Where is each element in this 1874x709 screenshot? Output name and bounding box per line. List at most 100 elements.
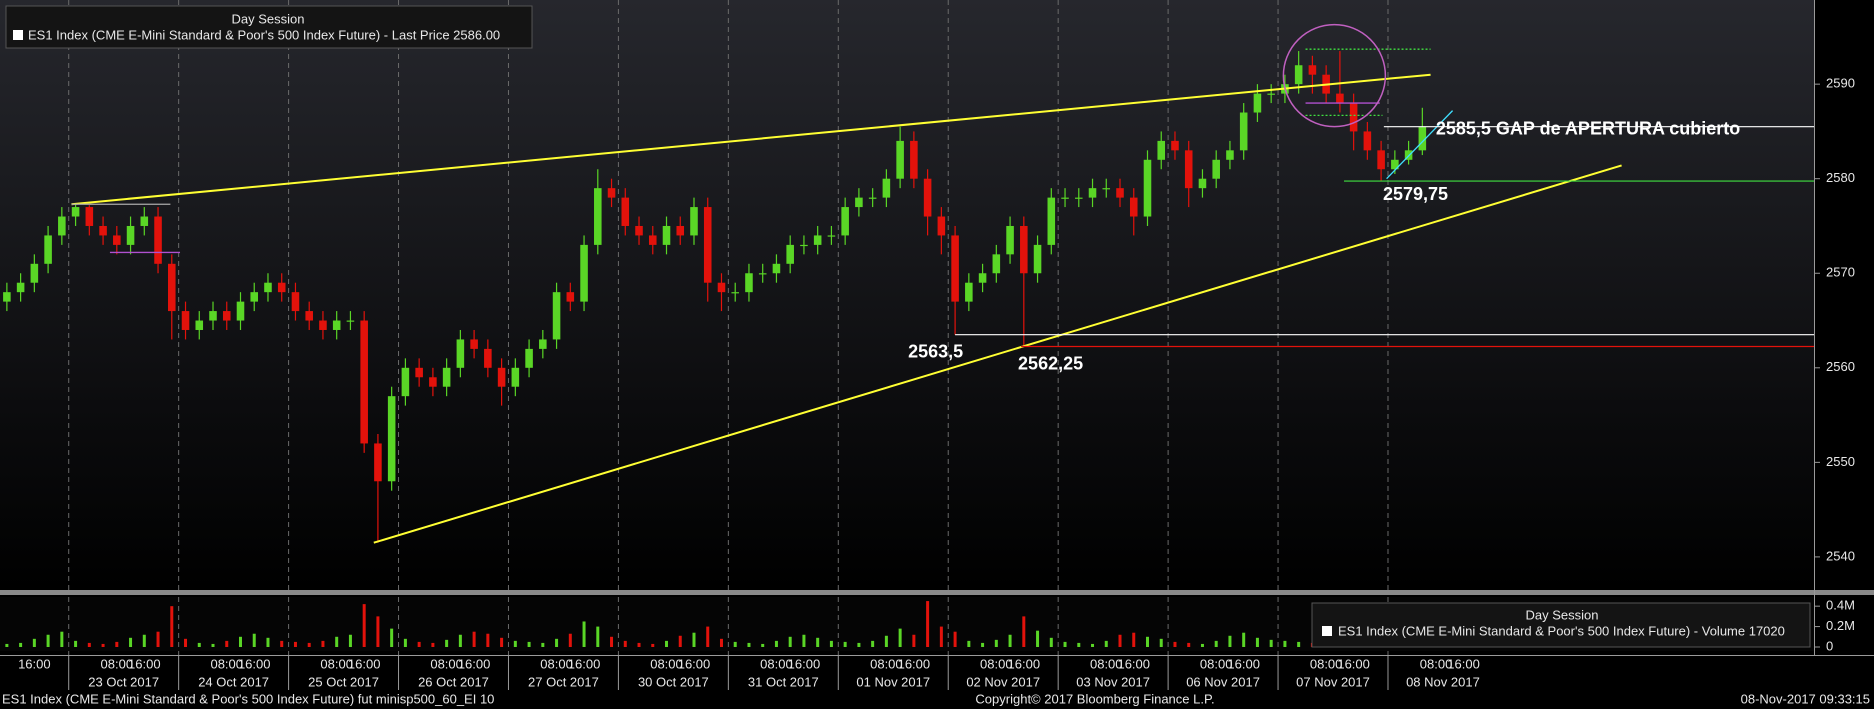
volume-bar <box>307 642 311 647</box>
time-label: 08:00 <box>1200 656 1233 671</box>
candle-body <box>264 282 272 293</box>
legend-swatch <box>13 30 23 40</box>
candle-body <box>951 235 959 302</box>
volume-bar <box>816 637 820 647</box>
volume-bar <box>774 640 778 647</box>
volume-tick-label: 0 <box>1826 638 1833 653</box>
candle-body <box>772 263 781 274</box>
time-label: 16:00 <box>1337 656 1370 671</box>
volume-bar <box>1118 634 1122 647</box>
legend: Day Session ES1 Index (CME E-Mini Standa… <box>5 5 533 49</box>
candle-body <box>1157 140 1166 160</box>
volume-bar <box>1145 636 1149 647</box>
time-label: 16:00 <box>568 656 601 671</box>
volume-bar <box>348 634 352 647</box>
date-label: 30 Oct 2017 <box>638 674 709 689</box>
volume-bar <box>1269 639 1273 647</box>
candle-body <box>387 396 396 482</box>
volume-bar <box>472 631 476 647</box>
volume-bar <box>142 634 146 647</box>
volume-bar <box>74 640 78 647</box>
candle-body <box>525 348 533 368</box>
volume-legend: Day Session ES1 Index (CME E-Mini Standa… <box>1311 602 1811 648</box>
volume-bar <box>156 631 160 647</box>
candle-body <box>703 207 712 283</box>
volume-legend-box <box>1311 602 1811 648</box>
date-label: 03 Nov 2017 <box>1076 674 1150 689</box>
time-label: 16:00 <box>898 656 931 671</box>
candle-body <box>1129 197 1138 217</box>
volume-bar <box>610 636 614 647</box>
volume-bar <box>871 640 875 647</box>
candle-body <box>415 367 423 378</box>
candle-body <box>1226 150 1234 160</box>
date-label: 01 Nov 2017 <box>856 674 930 689</box>
candle-body <box>1033 244 1042 274</box>
candle-body <box>1294 65 1303 85</box>
volume-legend-text: ES1 Index (CME E-Mini Standard & Poor's … <box>1338 623 1785 638</box>
volume-bar <box>46 634 50 647</box>
time-label: 08:00 <box>650 656 683 671</box>
candle-body <box>484 348 492 368</box>
candle-body <box>30 263 39 283</box>
volume-bar <box>445 639 449 647</box>
candle-body <box>1061 197 1069 199</box>
candle-body <box>676 225 685 236</box>
volume-bar <box>1214 640 1218 647</box>
volume-bar <box>857 642 861 647</box>
candle-body <box>1336 93 1344 104</box>
volume-bar <box>184 638 188 647</box>
volume-legend-session: Day Session <box>1526 607 1599 622</box>
y-tick-label: 2590 <box>1826 76 1855 91</box>
volume-bar <box>87 642 91 647</box>
y-tick-label: 2560 <box>1826 359 1855 374</box>
panel-separator <box>0 590 1874 595</box>
candle-body <box>470 339 478 349</box>
volume-bar <box>829 640 833 647</box>
time-label: 08:00 <box>210 656 243 671</box>
candle-body <box>456 339 465 368</box>
candle-body <box>140 216 149 226</box>
volume-bar <box>225 640 229 647</box>
volume-bar <box>60 631 64 647</box>
candle-body <box>937 216 946 236</box>
volume-bar <box>541 642 545 647</box>
volume-bar <box>500 637 504 647</box>
volume-bar <box>1173 641 1177 647</box>
volume-bar <box>458 634 462 647</box>
volume-bar <box>568 633 572 647</box>
volume-bar <box>1063 641 1067 647</box>
candle-body <box>168 263 176 312</box>
footer-center: Copyright© 2017 Bloomberg Finance L.P. <box>975 691 1214 706</box>
time-label: 16:00 <box>458 656 491 671</box>
candle-body <box>236 301 245 321</box>
candle-body <box>1267 93 1275 95</box>
time-label: 08:00 <box>760 656 793 671</box>
volume-bar <box>596 626 600 647</box>
candle-body <box>910 140 918 179</box>
candle-body <box>181 311 190 330</box>
time-label: 08:00 <box>1420 656 1453 671</box>
volume-bar <box>555 638 559 647</box>
candle-body <box>855 197 863 208</box>
highlight-circle <box>1282 23 1387 128</box>
candle-body <box>1184 150 1193 189</box>
candle-body <box>250 292 259 302</box>
candle-body <box>566 292 575 302</box>
candle-body <box>113 235 121 245</box>
time-label: 16:00 <box>1008 656 1041 671</box>
volume-bar <box>967 640 971 647</box>
candle-body <box>539 339 547 349</box>
candle-body <box>429 377 437 387</box>
candle-body <box>1075 197 1083 199</box>
volume-tick-label: 0.2M <box>1826 618 1855 633</box>
volume-bar <box>939 626 943 647</box>
candle-body <box>497 367 506 387</box>
volume-bar <box>1242 632 1246 647</box>
volume-bar <box>692 632 696 647</box>
candle-body <box>882 178 891 198</box>
candle-body <box>1349 103 1358 132</box>
volume-bar <box>1104 640 1108 647</box>
legend-session: Day Session <box>232 11 305 26</box>
